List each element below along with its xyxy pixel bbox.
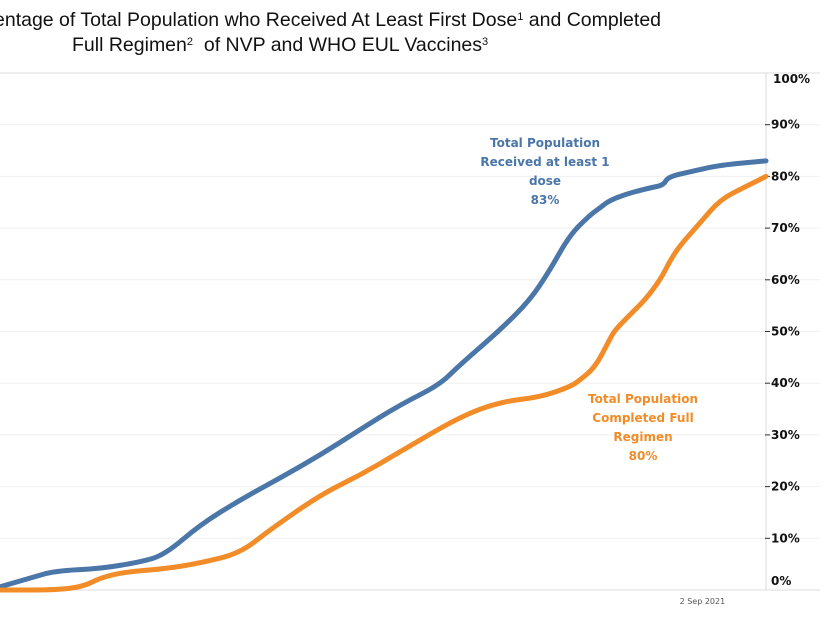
y-tick-label: 90% <box>771 118 800 132</box>
annotation-full-regimen: Total Population Completed Full Regimen 80% <box>588 392 698 463</box>
footnote-3-marker: 3 <box>482 36 489 48</box>
chart-title-line-1: entage of Total Population who Received … <box>0 8 661 32</box>
y-tick-label: 80% <box>771 169 800 183</box>
series-line-first-dose <box>0 158 769 590</box>
annotation-line: 83% <box>531 193 560 207</box>
y-tick-label: 70% <box>771 221 800 235</box>
title-line-1-text: entage of Total Population who Received … <box>0 9 518 31</box>
y-tick-label: 100% <box>773 72 810 86</box>
y-tick-label: 40% <box>771 376 800 390</box>
series-lines <box>0 158 769 593</box>
annotation-line: Total Population <box>588 392 698 406</box>
chart-title-line-2: Full Regimen2 of NVP and WHO EUL Vaccine… <box>72 33 488 57</box>
annotation-line: Completed Full <box>592 411 693 425</box>
annotations: Total Population Received at least 1 dose 8… <box>480 136 698 463</box>
footnote-1-marker: 1 <box>517 11 524 23</box>
annotation-first-dose: Total Population Received at least 1 dose 8… <box>480 136 609 207</box>
footnote-2-marker: 2 <box>186 36 194 48</box>
annotation-line: Received at least 1 <box>480 155 609 169</box>
x-axis-ticks: 2 Sep 2021 <box>680 597 726 606</box>
y-tick-label: 60% <box>771 273 800 287</box>
annotation-line: Total Population <box>490 136 600 150</box>
series-line-full-regimen <box>0 173 769 593</box>
x-tick-label: 2 Sep 2021 <box>680 597 726 606</box>
y-tick-label: 30% <box>771 428 800 442</box>
title-line-2-mid: of NVP and WHO EUL Vaccines <box>193 34 483 56</box>
title-line-1-tail: and Completed <box>523 9 662 31</box>
annotation-line: Regimen <box>613 430 672 444</box>
y-axis-ticks: 0% 10% 20% 30% 40% 50% 60% 70% 80% 90% 100% <box>765 72 810 588</box>
annotation-line: dose <box>529 174 561 188</box>
y-tick-label: 0% <box>771 574 791 588</box>
y-tick-label: 50% <box>771 325 800 339</box>
title-line-2-text: Full Regimen <box>72 34 187 56</box>
gridlines <box>0 72 820 591</box>
y-tick-label: 20% <box>771 480 800 494</box>
y-tick-label: 10% <box>771 531 800 545</box>
annotation-line: 80% <box>629 449 658 463</box>
